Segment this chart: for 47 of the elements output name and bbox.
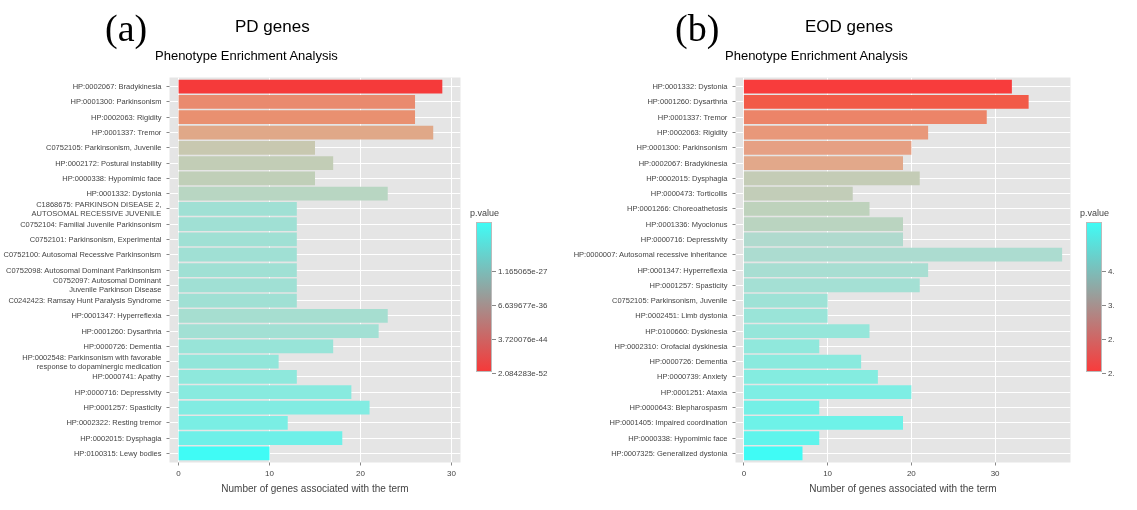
- chart-title: EOD genes: [805, 16, 893, 38]
- bar: [743, 232, 903, 247]
- bar: [178, 400, 370, 415]
- x-axis-title: Number of genes associated with the term: [221, 482, 409, 494]
- bar: [178, 232, 297, 247]
- text: 3.: [1107, 300, 1115, 312]
- text: 2.084283e-52: [497, 368, 548, 380]
- chart-subtitle: Phenotype Enrichment Analysis: [725, 47, 908, 65]
- text: p.value: [470, 207, 500, 220]
- bar: [178, 125, 434, 140]
- text: p.value: [1080, 207, 1110, 220]
- bar: [743, 431, 820, 445]
- bar: [178, 446, 270, 461]
- x-tick-label: 0: [741, 468, 747, 478]
- text: 2.: [1107, 334, 1115, 346]
- x-tick-label: 0: [176, 468, 182, 478]
- bar: [178, 293, 297, 308]
- text: 2.: [1107, 368, 1115, 380]
- bar: [743, 186, 853, 201]
- bar: [743, 415, 903, 430]
- bar: [743, 446, 803, 461]
- bar: [743, 400, 820, 415]
- chart-title: PD genes: [235, 16, 310, 38]
- bar: [743, 79, 1012, 94]
- x-tick-label: 30: [446, 468, 457, 478]
- bar: [743, 293, 828, 308]
- bar: [178, 79, 443, 94]
- bar: [178, 339, 334, 354]
- bar: [743, 171, 920, 186]
- x-tick-label: 30: [990, 468, 1001, 478]
- text: (b): [675, 6, 720, 51]
- bar: [178, 186, 388, 201]
- chart-subtitle: Phenotype Enrichment Analysis: [155, 47, 338, 65]
- x-tick-label: 20: [906, 468, 917, 478]
- x-tick-label: 10: [265, 468, 275, 478]
- text: 6.639677e-36: [497, 300, 548, 312]
- x-tick-label: 10: [823, 468, 833, 478]
- x-axis-title: Number of genes associated with the term: [809, 482, 997, 494]
- text: (a): [105, 6, 148, 51]
- text: 4.: [1107, 266, 1115, 278]
- text: 1.165065e-27: [497, 266, 548, 278]
- bar: [743, 339, 820, 354]
- x-tick-label: 20: [356, 468, 366, 478]
- bar: [743, 110, 987, 125]
- bar: [743, 95, 1029, 109]
- text: 3.720076e-44: [497, 334, 548, 346]
- bar: [743, 125, 929, 140]
